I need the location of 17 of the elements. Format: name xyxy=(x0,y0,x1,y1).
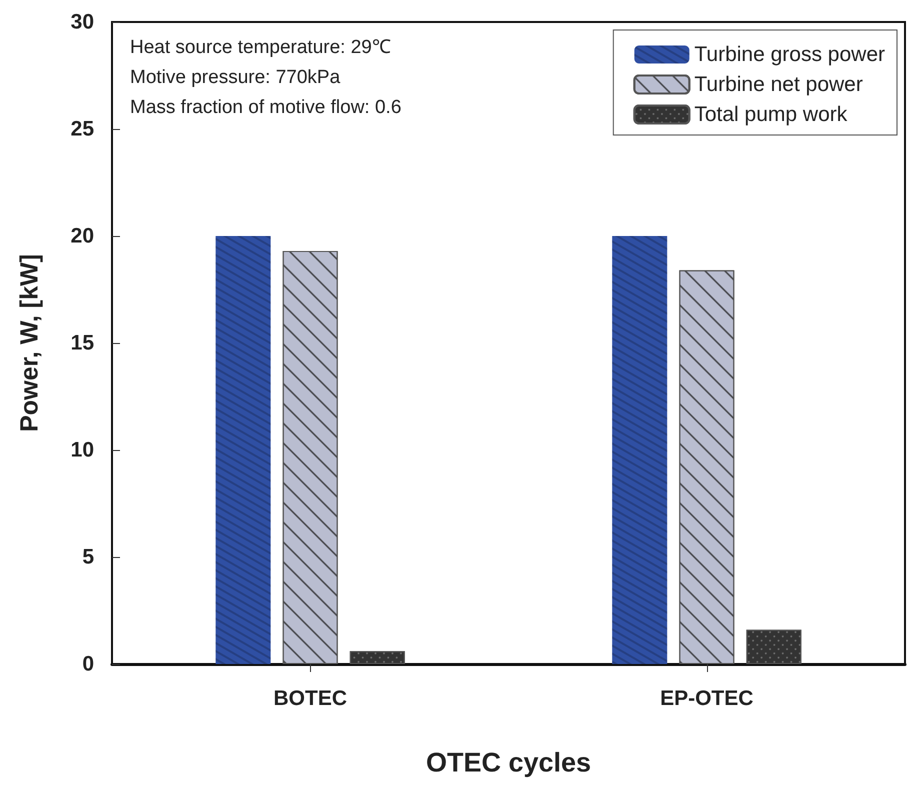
y-tick-label: 5 xyxy=(82,546,94,568)
x-axis-title: OTEC cycles xyxy=(426,748,592,778)
y-tick-label: 20 xyxy=(70,224,94,248)
annotation: Mass fraction of motive flow: 0.6 xyxy=(130,97,402,118)
legend-label: Total pump work xyxy=(694,103,848,126)
legend-label: Turbine net power xyxy=(694,73,863,96)
y-tick-label: 10 xyxy=(70,438,94,462)
legend-label: Turbine gross power xyxy=(694,43,886,66)
annotation: Motive pressure: 770kPa xyxy=(130,67,341,88)
y-tick-label: 0 xyxy=(82,652,94,676)
x-tick-label: EP-OTEC xyxy=(660,687,754,710)
x-tick-label: BOTEC xyxy=(274,687,347,710)
y-tick-label: 25 xyxy=(70,118,94,140)
y-axis-title: Power, W, [kW] xyxy=(16,254,44,432)
annotation: Heat source temperature: 29℃ xyxy=(130,37,391,58)
y-tick-label: 30 xyxy=(70,10,94,34)
y-tick-label: 15 xyxy=(70,332,94,354)
